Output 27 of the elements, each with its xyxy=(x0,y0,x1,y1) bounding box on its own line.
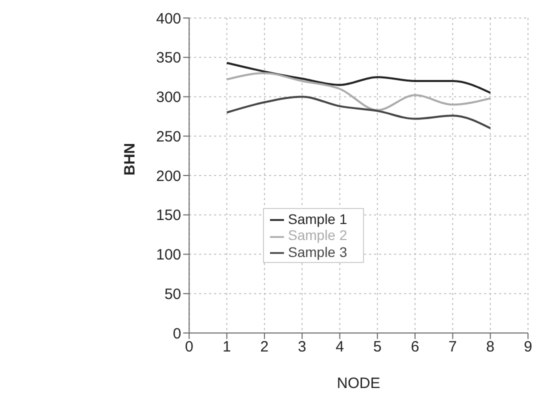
x-tick-label: 7 xyxy=(448,338,457,356)
y-axis-title: BHN xyxy=(121,143,138,176)
legend-label: Sample 1 xyxy=(288,211,348,227)
legend-label: Sample 2 xyxy=(288,227,348,244)
x-tick-label: 3 xyxy=(298,338,306,356)
y-tick-label: 200 xyxy=(156,168,182,185)
y-tick-label: 150 xyxy=(156,207,182,224)
x-tick-label: 4 xyxy=(336,338,344,356)
y-tick-label: 100 xyxy=(156,246,182,264)
y-tick-label: 300 xyxy=(156,89,182,106)
line-series xyxy=(226,62,492,94)
x-tick-label: 6 xyxy=(410,338,420,356)
y-tick-label: 0 xyxy=(172,325,182,342)
x-tick-label: 0 xyxy=(184,338,194,356)
x-tick-label: 2 xyxy=(260,338,269,356)
x-axis-title: NODE xyxy=(336,375,380,392)
line-series xyxy=(226,72,492,112)
line-series xyxy=(226,96,492,130)
legend-label: Sample 3 xyxy=(288,244,348,260)
x-tick-label: 8 xyxy=(486,338,495,356)
y-tick-label: 50 xyxy=(164,286,182,303)
x-tick-label: 1 xyxy=(222,338,231,356)
y-tick-label: 350 xyxy=(156,50,182,67)
y-tick-label: 400 xyxy=(156,10,182,28)
y-tick-label: 250 xyxy=(156,128,182,146)
x-tick-label: 9 xyxy=(524,338,532,356)
x-tick-label: 5 xyxy=(373,338,382,356)
